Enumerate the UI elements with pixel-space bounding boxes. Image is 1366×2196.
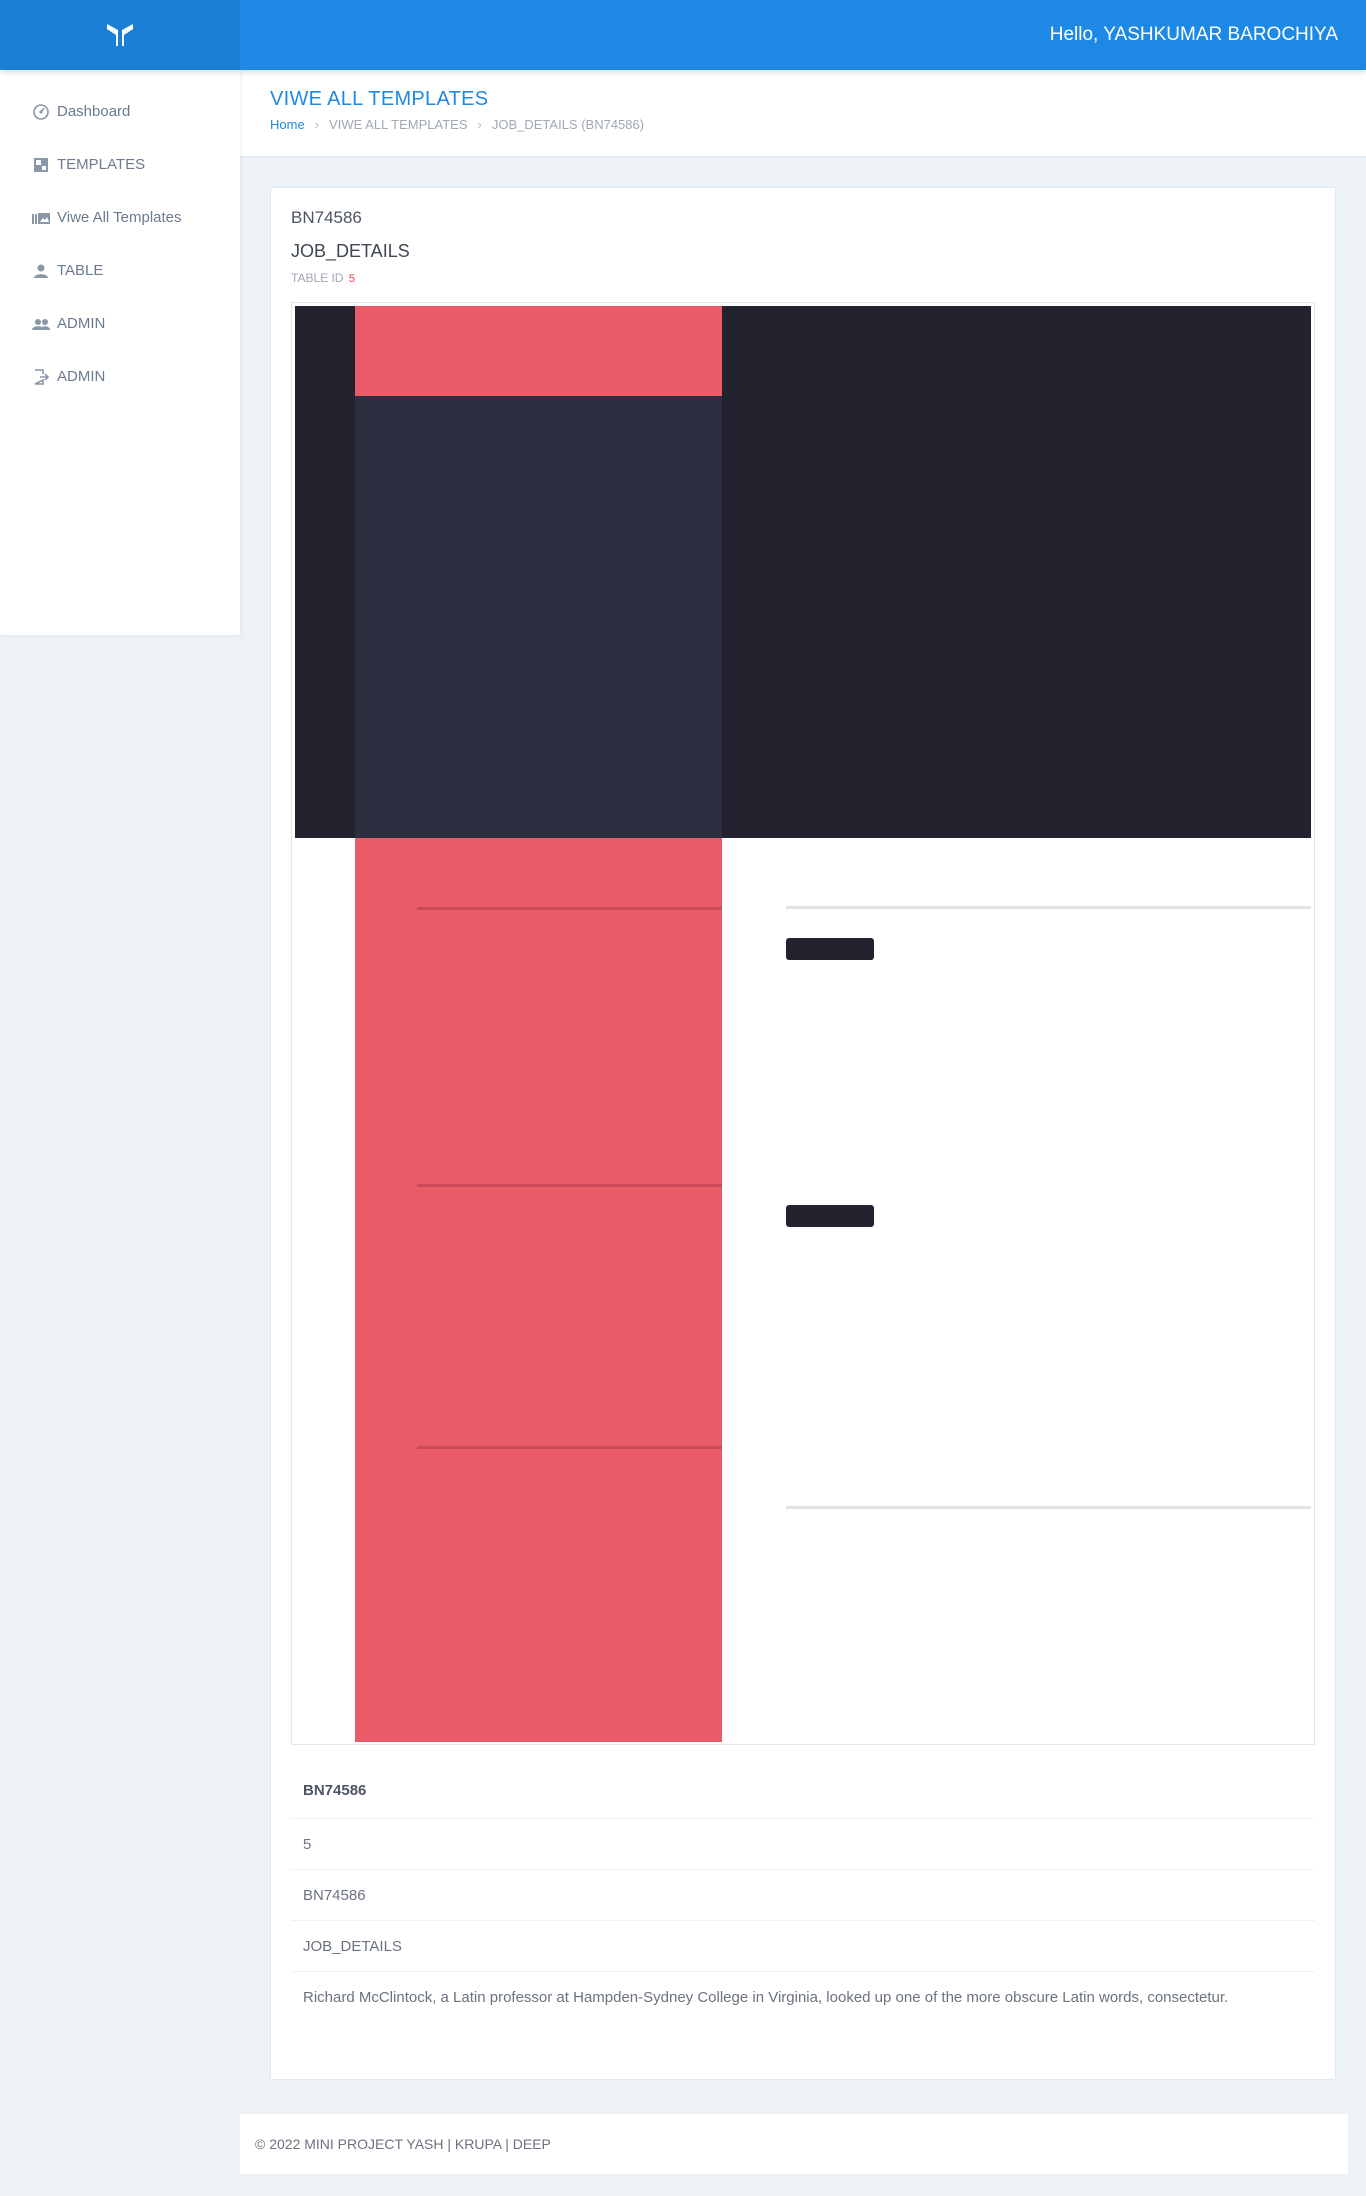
sidebar-item-admin-logout[interactable]: ADMIN xyxy=(0,350,240,403)
sidebar: Dashboard TEMPLATES Viwe All Templates T… xyxy=(0,70,240,635)
table-id-label: TABLE ID xyxy=(291,271,344,285)
sidebar-item-label: Dashboard xyxy=(57,103,131,120)
breadcrumb-current: JOB_DETAILS (BN74586) xyxy=(491,117,645,132)
details-row: BN74586 xyxy=(291,1870,1315,1921)
template-name: JOB_DETAILS xyxy=(291,241,410,261)
table-id: TABLE ID 5 xyxy=(291,271,355,285)
templates-icon xyxy=(31,155,51,175)
breadcrumb: Home › VIWE ALL TEMPLATES › JOB_DETAILS … xyxy=(270,117,1366,132)
details-row: 5 xyxy=(291,1819,1315,1870)
template-details: BN74586 5 BN74586 JOB_DETAILS Richard Mc… xyxy=(291,1780,1315,2022)
chevron-right-icon: › xyxy=(477,117,482,132)
sidebar-item-label: Viwe All Templates xyxy=(57,209,182,226)
sidebar-item-dashboard[interactable]: Dashboard xyxy=(0,85,240,138)
page-header: VIWE ALL TEMPLATES Home › VIWE ALL TEMPL… xyxy=(240,70,1366,156)
y-logo-icon xyxy=(107,24,133,46)
preview-label-pill xyxy=(786,1205,874,1227)
sidebar-item-label: TEMPLATES xyxy=(57,156,146,173)
sidebar-item-view-all-templates[interactable]: Viwe All Templates xyxy=(0,191,240,244)
person-icon xyxy=(31,261,51,281)
table-id-badge: 5 xyxy=(348,273,355,285)
preview-divider xyxy=(417,1446,722,1449)
preview-sidebar-column xyxy=(355,838,722,1742)
preview-divider xyxy=(786,906,1311,909)
dashboard-icon xyxy=(31,102,51,122)
user-greeting[interactable]: Hello, YASHKUMAR BAROCHIYA xyxy=(1049,24,1338,45)
group-icon xyxy=(31,314,51,334)
sidebar-item-templates[interactable]: TEMPLATES xyxy=(0,138,240,191)
preview-panel-block xyxy=(355,396,722,838)
preview-divider xyxy=(417,907,722,910)
preview-divider xyxy=(786,1506,1311,1509)
sidebar-item-label: ADMIN xyxy=(57,368,106,385)
sidebar-item-label: TABLE xyxy=(57,262,104,279)
preview-label-pill xyxy=(786,938,874,960)
template-card: BN74586 JOB_DETAILS TABLE ID 5 BN74586 5… xyxy=(270,187,1336,2080)
details-heading: BN74586 xyxy=(291,1780,1315,1819)
sidebar-item-admin[interactable]: ADMIN xyxy=(0,297,240,350)
brand-logo[interactable] xyxy=(0,0,240,70)
details-description: Richard McClintock, a Latin professor at… xyxy=(303,1989,1229,2006)
chevron-right-icon: › xyxy=(314,117,320,132)
footer: © 2022 MINI PROJECT YASH | KRUPA | DEEP xyxy=(240,2114,1348,2174)
template-preview[interactable] xyxy=(291,302,1315,1745)
details-row: JOB_DETAILS xyxy=(291,1921,1315,1972)
preview-accent-block xyxy=(355,306,722,396)
sidebar-item-table[interactable]: TABLE xyxy=(0,244,240,297)
template-code: BN74586 xyxy=(291,208,362,227)
breadcrumb-home[interactable]: Home xyxy=(270,117,305,132)
logout-icon xyxy=(31,367,51,387)
sidebar-item-label: ADMIN xyxy=(57,315,106,332)
library-icon xyxy=(31,208,51,228)
preview-divider xyxy=(417,1184,722,1187)
breadcrumb-section[interactable]: VIWE ALL TEMPLATES xyxy=(329,117,468,132)
page-title: VIWE ALL TEMPLATES xyxy=(270,88,489,110)
top-navbar: Hello, YASHKUMAR BAROCHIYA xyxy=(0,0,1366,70)
